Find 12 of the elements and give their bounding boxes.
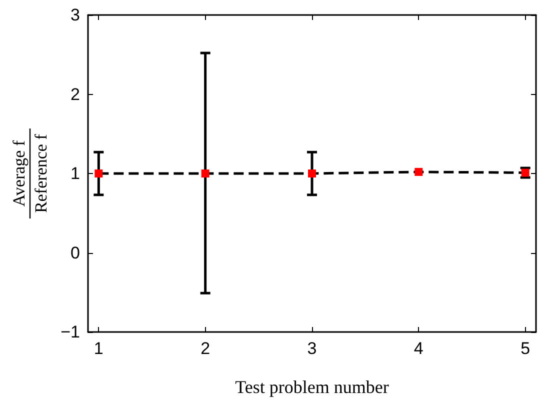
- y-axis-title: Average f Reference f: [10, 134, 50, 213]
- y-tick-label: −1: [60, 322, 80, 342]
- y-tick-label: 0: [70, 243, 80, 262]
- x-tick-label: 3: [307, 339, 317, 358]
- y-tick-label: 1: [70, 164, 80, 183]
- y-tick-label: 3: [70, 6, 80, 24]
- x-tick-label: 1: [94, 339, 104, 358]
- x-axis-title: Test problem number: [235, 377, 389, 397]
- y-tick-label: 2: [70, 84, 80, 104]
- x-tick-label: 2: [200, 339, 210, 358]
- x-tick-label: 5: [520, 339, 530, 358]
- x-tick-label: 4: [414, 339, 424, 358]
